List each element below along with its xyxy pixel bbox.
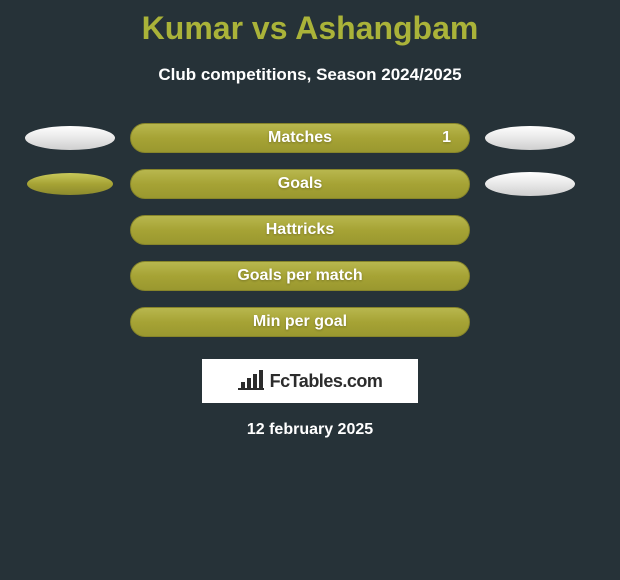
right-marker: [470, 169, 590, 199]
brand-badge: FcTables.com: [202, 359, 418, 403]
page-title: Kumar vs Ashangbam: [0, 0, 620, 47]
stat-bar: Goals per match: [130, 261, 470, 291]
left-marker: [10, 307, 130, 337]
left-marker: [10, 169, 130, 199]
date-text: 12 february 2025: [0, 421, 620, 439]
stat-label: Matches: [268, 129, 332, 147]
stat-bar: Min per goal: [130, 307, 470, 337]
subtitle: Club competitions, Season 2024/2025: [0, 65, 620, 85]
right-marker: [470, 261, 590, 291]
ellipse-icon: [485, 126, 575, 150]
stat-row-hattricks: Hattricks: [10, 215, 610, 245]
stat-row-matches: Matches 1: [10, 123, 610, 153]
stat-rows: Matches 1 Goals Hattricks Goals per matc…: [0, 123, 620, 337]
stat-value-right: 1: [442, 129, 451, 147]
stat-bar: Hattricks: [130, 215, 470, 245]
ellipse-icon: [485, 172, 575, 196]
stat-bar: Matches 1: [130, 123, 470, 153]
ellipse-icon: [27, 173, 113, 195]
stat-label: Goals per match: [237, 267, 362, 285]
stat-label: Min per goal: [253, 313, 347, 331]
right-marker: [470, 215, 590, 245]
right-marker: [470, 307, 590, 337]
stat-row-goals-per-match: Goals per match: [10, 261, 610, 291]
ellipse-icon: [25, 126, 115, 150]
stat-row-goals: Goals: [10, 169, 610, 199]
brand-text: FcTables.com: [270, 371, 383, 392]
left-marker: [10, 215, 130, 245]
stat-label: Goals: [278, 175, 322, 193]
stat-label: Hattricks: [266, 221, 334, 239]
stat-row-min-per-goal: Min per goal: [10, 307, 610, 337]
right-marker: [470, 123, 590, 153]
left-marker: [10, 123, 130, 153]
stat-bar: Goals: [130, 169, 470, 199]
left-marker: [10, 261, 130, 291]
chart-bars-icon: [238, 370, 264, 392]
